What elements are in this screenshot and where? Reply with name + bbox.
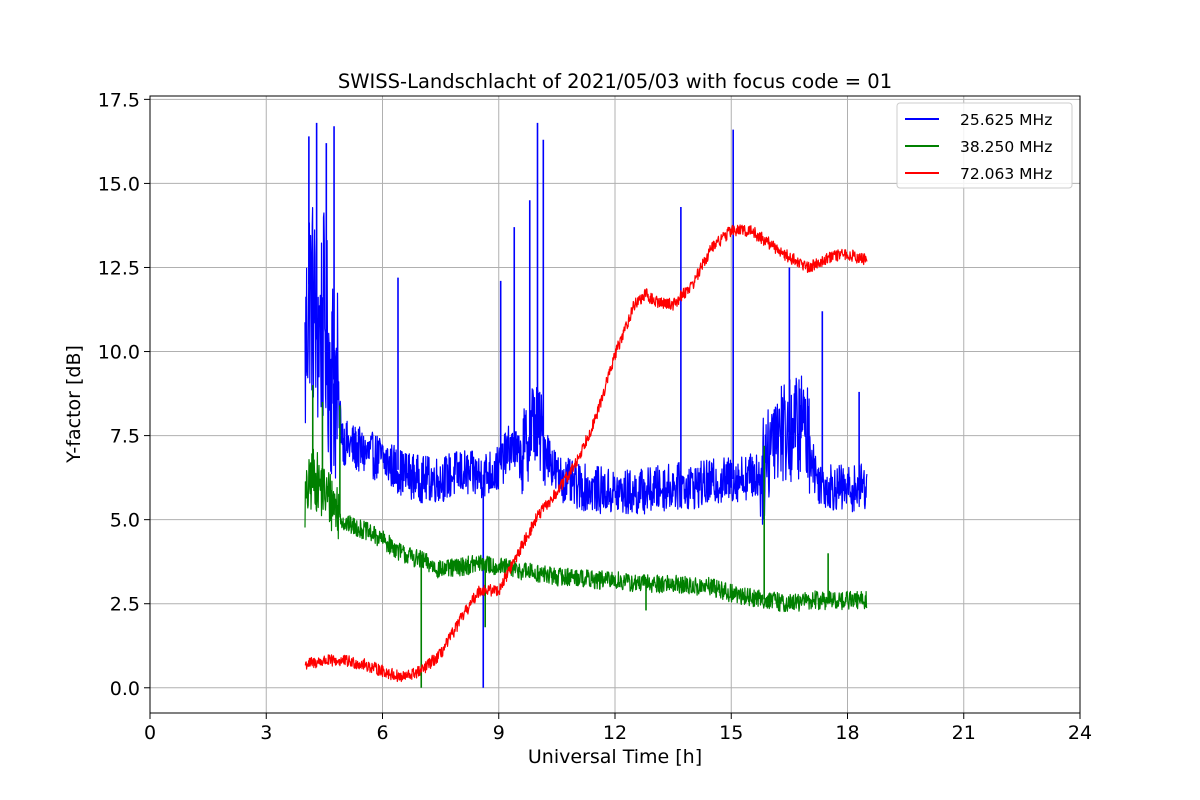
x-axis-label: Universal Time [h]: [528, 746, 702, 768]
y-tick-label: 10.0: [98, 342, 140, 364]
y-tick-label: 7.5: [110, 426, 140, 448]
legend-label: 25.625 MHz: [960, 111, 1052, 129]
y-tick-label: 2.5: [110, 594, 140, 616]
x-tick-label: 3: [260, 722, 272, 744]
y-axis-label: Y-factor [dB]: [63, 345, 85, 464]
legend-label: 72.063 MHz: [960, 165, 1052, 183]
legend-box: [896, 102, 1073, 189]
x-tick-label: 9: [493, 722, 505, 744]
x-tick-label: 12: [603, 722, 627, 744]
x-tick-label: 24: [1068, 722, 1092, 744]
axis-ticks: 0 3 6 9 12 15 18 21 24 0.0 2.5 5.0 7.5 10.0 12.5 15.0 17…: [98, 89, 1092, 744]
y-tick-label: 0.0: [110, 678, 140, 700]
y-tick-label: 5.0: [110, 510, 140, 532]
y-tick-label: 15.0: [98, 173, 140, 195]
series-line: [304, 224, 868, 683]
x-tick-label: 18: [835, 722, 859, 744]
legend: 25.625 MHz 38.250 MHz 72.063 MHz: [896, 102, 1073, 189]
x-tick-label: 0: [144, 722, 156, 744]
x-tick-label: 15: [719, 722, 743, 744]
plot-series: [304, 122, 868, 688]
x-tick-label: 21: [952, 722, 976, 744]
x-tick-label: 6: [376, 722, 388, 744]
series-line: [304, 207, 868, 525]
y-tick-label: 12.5: [98, 257, 140, 279]
series-line: [304, 448, 868, 613]
y-tick-label: 17.5: [98, 89, 140, 111]
legend-label: 38.250 MHz: [960, 138, 1052, 156]
chart-title: SWISS-Landschlacht of 2021/05/03 with fo…: [338, 70, 892, 93]
